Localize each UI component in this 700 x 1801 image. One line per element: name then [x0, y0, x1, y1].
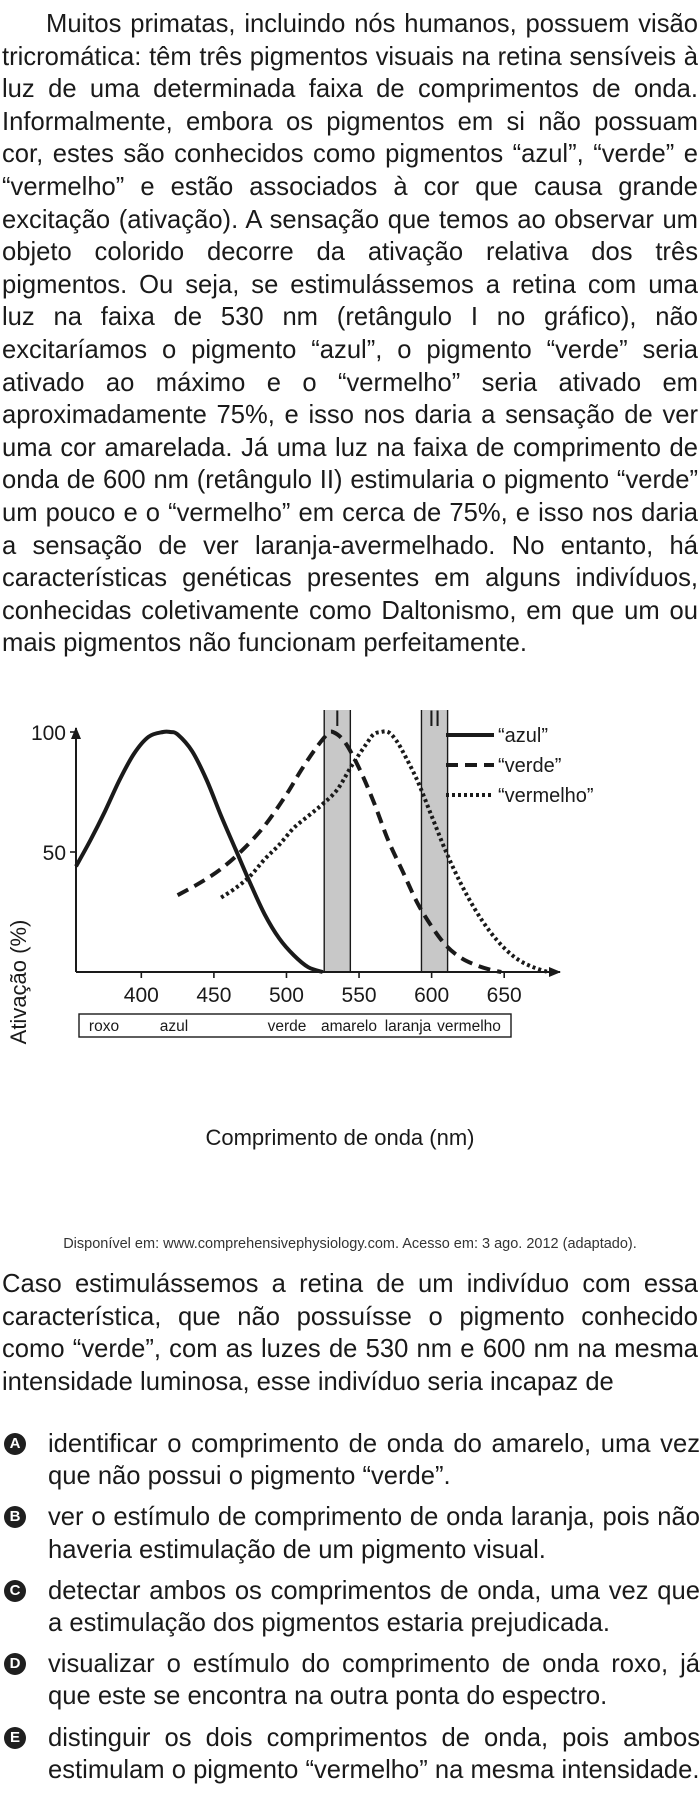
y-tick-label-50: 50	[43, 842, 66, 865]
curve-series-3	[220, 729, 549, 974]
x-axis-label: Comprimento de onda (nm)	[205, 1125, 474, 1150]
option-letter-a: A	[4, 1433, 26, 1455]
option-e[interactable]: E distinguir os dois comprimentos de ond…	[0, 1722, 700, 1786]
x-tick-label-500: 500	[269, 984, 304, 1007]
source-citation: Disponível em: www.comprehensivephysiolo…	[63, 1236, 637, 1252]
option-letter-c: C	[4, 1579, 26, 1602]
option-text-a: identificar o comprimento de onda do ama…	[48, 1430, 700, 1491]
option-text-b: ver o estímulo de comprimento de onda la…	[48, 1503, 700, 1564]
question-stem: Caso estimulássemos a retina de um indiv…	[2, 1270, 698, 1396]
highlight-band-2	[420, 710, 449, 973]
color-bar-label-roxo: roxo	[89, 1018, 119, 1035]
curve-series-1	[74, 729, 324, 974]
option-d[interactable]: D visualizar o estímulo do comprimento d…	[0, 1648, 700, 1712]
x-tick-label-400: 400	[124, 984, 159, 1007]
curve-series-2	[176, 729, 502, 974]
color-bar-label-laranja: laranja	[385, 1018, 432, 1035]
y-axis-label: Ativação (%)	[6, 920, 31, 1045]
option-text-c: detectar ambos os comprimentos de onda, …	[48, 1576, 700, 1638]
color-bar-label-verde: verde	[268, 1018, 307, 1035]
x-tick-label-550: 550	[342, 984, 377, 1007]
option-letter-d: D	[4, 1653, 26, 1676]
answer-options: A identificar o comprimento de onda do a…	[0, 1428, 700, 1795]
color-bar-label-vermelho: vermelho	[437, 1018, 501, 1035]
option-a[interactable]: A identificar o comprimento de onda do a…	[0, 1428, 700, 1492]
band-label-1: I	[334, 710, 340, 731]
option-letter-e: E	[4, 1726, 26, 1749]
option-letter-b: B	[4, 1506, 26, 1529]
y-tick-label-100: 100	[31, 722, 66, 745]
intro-paragraph: Muitos primatas, incluindo nós humanos, …	[2, 10, 698, 658]
x-tick-label-650: 650	[487, 984, 522, 1007]
color-bar-label-azul: azul	[160, 1018, 188, 1035]
band-label-2: II	[428, 710, 440, 731]
legend-label-2: “verde”	[498, 755, 561, 777]
x-tick-label-450: 450	[196, 984, 231, 1007]
legend-label-1: “azul”	[498, 725, 548, 747]
option-b[interactable]: B ver o estímulo de comprimento de onda …	[0, 1501, 700, 1565]
color-bar-label-amarelo: amarelo	[321, 1018, 377, 1035]
highlight-band-1	[323, 710, 352, 973]
color-bar-frame	[78, 1013, 512, 1038]
x-tick-label-600: 600	[414, 984, 449, 1007]
legend-label-3: “vermelho”	[498, 785, 594, 807]
option-c[interactable]: C detectar ambos os comprimentos de onda…	[0, 1575, 700, 1639]
option-text-d: visualizar o estímulo do comprimento de …	[48, 1650, 700, 1711]
option-text-e: distinguir os dois comprimentos de onda,…	[48, 1723, 700, 1784]
